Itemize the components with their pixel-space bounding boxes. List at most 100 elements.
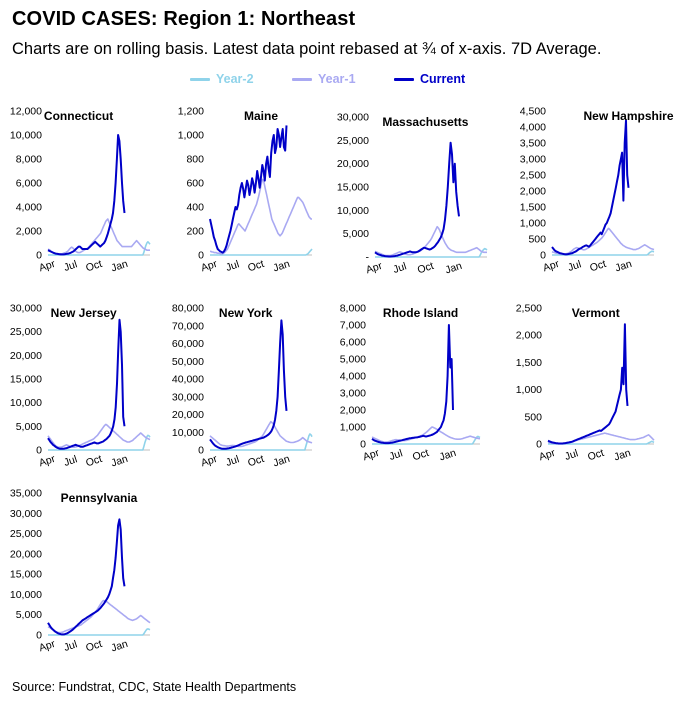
y-tick-label: 2,000	[516, 330, 542, 342]
legend-item-year-1: Year-1	[292, 72, 356, 86]
series-line-current	[47, 134, 126, 256]
y-tick-label: 5,000	[343, 228, 369, 240]
y-tick-label: 1,000	[340, 422, 366, 434]
y-tick-label: 10,000	[172, 427, 204, 439]
series-line-year-2	[552, 250, 655, 256]
series-line-year-1	[547, 432, 655, 445]
x-tick-label: Oct	[416, 260, 435, 276]
y-tick-label: 1,000	[520, 218, 546, 230]
x-tick-label: Apr	[37, 453, 57, 470]
x-tick-label: Oct	[586, 447, 605, 463]
x-tick-label: Jan	[614, 258, 634, 275]
series-line-current	[551, 119, 630, 256]
legend-label-year-1: Year-1	[318, 72, 356, 86]
y-tick-label: 5,000	[340, 354, 366, 366]
x-tick-label: Apr	[541, 258, 561, 275]
series-line-current	[547, 323, 629, 445]
y-tick-label: 10,000	[337, 205, 369, 217]
y-tick-label: 200	[186, 226, 204, 238]
y-tick-label: 800	[186, 154, 204, 166]
y-tick-label: 2,000	[340, 405, 366, 417]
y-tick-label: 20,000	[337, 158, 369, 170]
y-tick-label: 8,000	[340, 303, 366, 315]
x-tick-label: Jan	[110, 258, 130, 275]
x-tick-label: Jan	[110, 638, 130, 655]
y-tick-label: 4,000	[16, 202, 42, 214]
y-tick-label: 25,000	[10, 528, 42, 540]
legend-item-current: Current	[394, 72, 465, 86]
x-tick-label: Jan	[110, 453, 130, 470]
y-tick-label: 80,000	[172, 303, 204, 315]
legend-item-year-2: Year-2	[190, 72, 254, 86]
y-tick-label: 600	[186, 178, 204, 190]
y-tick-label: 7,000	[340, 320, 366, 332]
x-tick-label: Oct	[246, 453, 265, 469]
x-tick-label: Oct	[411, 447, 430, 463]
x-tick-label: Jan	[444, 260, 464, 277]
x-tick-label: Apr	[361, 447, 381, 464]
y-tick-label: 5,000	[16, 609, 42, 621]
y-tick-label: 2,000	[16, 226, 42, 238]
y-tick-label: 500	[528, 234, 546, 246]
chart-massachusetts: - 5,000 10,000 15,000 20,000 25,000 30,000 Apr J…	[337, 112, 488, 277]
chart-title: New Jersey	[51, 306, 117, 320]
y-tick-label: 0	[36, 630, 42, 642]
x-tick-label: Jan	[612, 447, 632, 464]
y-tick-label: 3,000	[520, 154, 546, 166]
series-line-year-2	[210, 248, 313, 256]
series-line-current	[209, 125, 288, 254]
y-tick-label: 0	[198, 250, 204, 262]
y-tick-label: 1,500	[520, 202, 546, 214]
y-tick-label: 4,500	[520, 106, 546, 118]
chart-title: Rhode Island	[383, 306, 458, 320]
chart-title: New Hampshire	[583, 109, 673, 123]
x-tick-label: Jul	[388, 447, 404, 463]
series-line-year-1	[210, 178, 312, 255]
y-tick-label: 0	[540, 250, 546, 262]
x-tick-label: Jan	[438, 447, 458, 464]
series-line-year-1	[551, 227, 655, 255]
y-tick-label: 70,000	[172, 320, 204, 332]
y-tick-label: 20,000	[10, 548, 42, 560]
y-tick-label: 2,500	[520, 170, 546, 182]
legend-label-current: Current	[420, 72, 466, 86]
y-tick-label: 20,000	[10, 350, 42, 362]
y-tick-label: 0	[360, 439, 366, 451]
y-tick-label: 1,200	[178, 106, 204, 118]
y-tick-label: 30,000	[10, 508, 42, 520]
series-line-year-1	[374, 225, 487, 257]
x-tick-label: Jul	[62, 638, 78, 654]
y-tick-label: 0	[36, 250, 42, 262]
y-tick-label: 4,000	[340, 371, 366, 383]
y-tick-label: 1,500	[516, 357, 542, 369]
y-tick-label: 3,000	[340, 388, 366, 400]
chart-pennsylvania: 0 5,000 10,000 15,000 20,000 25,000 30,000 35,0…	[10, 488, 151, 655]
x-tick-label: Jul	[62, 258, 78, 274]
x-tick-label: Oct	[588, 258, 607, 274]
y-tick-label: 15,000	[337, 182, 369, 194]
x-tick-label: Oct	[246, 258, 265, 274]
chart-title: Vermont	[572, 306, 620, 320]
y-tick-label: 8,000	[16, 154, 42, 166]
chart-rhode-island: 0 1,000 2,000 3,000 4,000 5,000 6,000 7,000 8,00…	[340, 303, 481, 464]
y-tick-label: 2,500	[516, 303, 542, 315]
y-tick-label: 20,000	[172, 409, 204, 421]
y-tick-label: 30,000	[337, 112, 369, 124]
series-line-current	[47, 318, 126, 450]
x-tick-label: Jul	[224, 258, 240, 274]
y-tick-label: 2,000	[520, 186, 546, 198]
y-tick-label: 0	[536, 439, 542, 451]
page-title: COVID CASES: Region 1: Northeast	[12, 8, 356, 30]
series-line-year-1	[47, 599, 151, 634]
page-subtitle: Charts are on rolling basis. Latest data…	[12, 40, 602, 58]
series-line-year-1	[47, 423, 151, 449]
x-tick-label: Jul	[224, 453, 240, 469]
legend: Year-2 Year-1 Current	[190, 72, 490, 92]
x-tick-label: Oct	[84, 638, 103, 654]
legend-swatch-year-2	[190, 77, 210, 81]
y-tick-label: 25,000	[10, 326, 42, 338]
y-tick-label: 50,000	[172, 356, 204, 368]
y-tick-label: 1,000	[178, 130, 204, 142]
series-line-year-1	[371, 426, 481, 443]
legend-label-year-2: Year-2	[216, 72, 254, 86]
